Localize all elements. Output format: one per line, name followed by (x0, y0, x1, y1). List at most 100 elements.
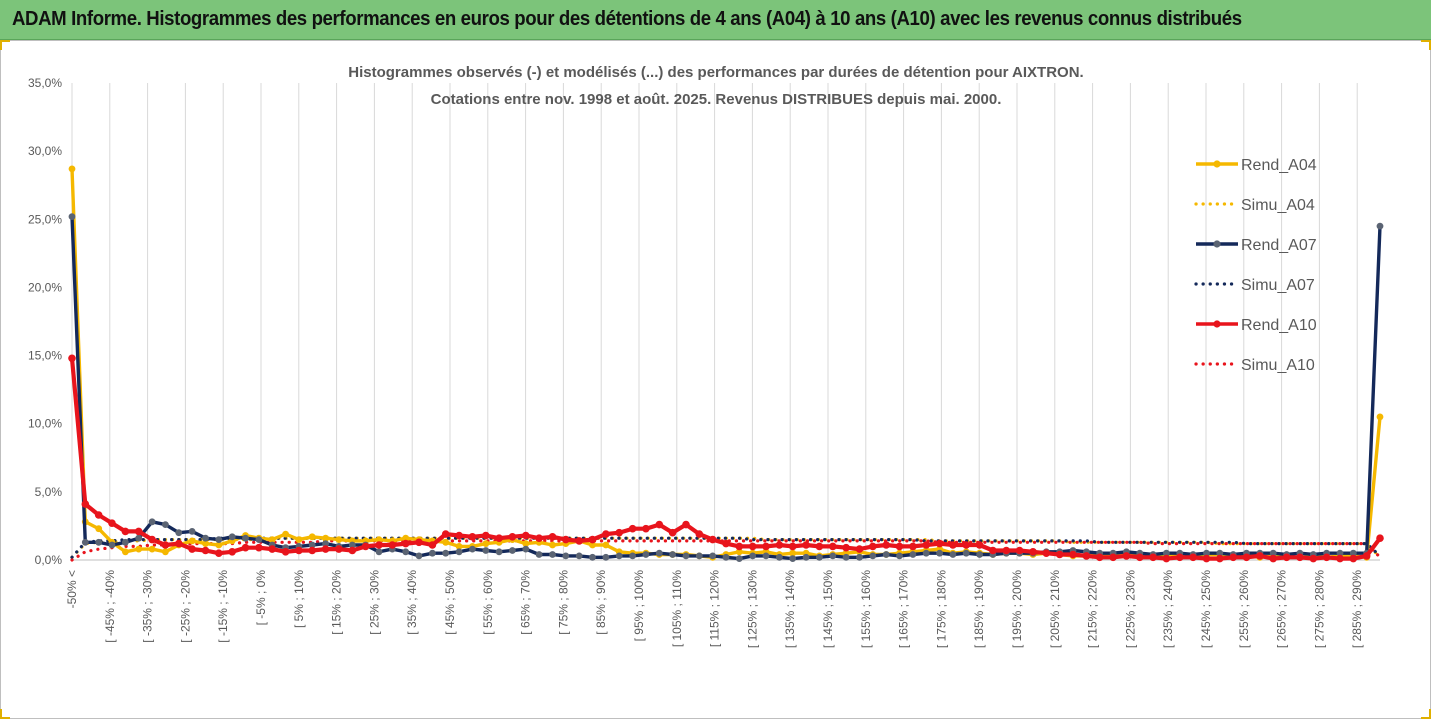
x-tick-label: -50% < (65, 570, 79, 608)
y-tick-label: 5,0% (35, 485, 63, 499)
legend-label: Simu_A04 (1241, 197, 1315, 214)
x-tick-label: [ 265% ; 270% (1275, 570, 1289, 648)
data-point (682, 520, 690, 529)
data-point (1203, 549, 1210, 557)
data-point (415, 552, 423, 560)
corner-mark (0, 709, 10, 719)
data-point (1362, 552, 1371, 560)
data-point (495, 548, 503, 556)
data-point (509, 547, 516, 554)
data-point (375, 541, 383, 549)
data-point (735, 555, 743, 562)
data-point (135, 534, 143, 542)
x-tick-label: [ 135% ; 140% (783, 570, 797, 648)
data-point (1095, 553, 1104, 562)
data-point (1002, 546, 1011, 555)
data-point (522, 531, 530, 540)
data-point (829, 542, 837, 551)
data-point (575, 537, 583, 545)
x-tick-label: [ 275% ; 280% (1312, 570, 1326, 648)
x-tick-label: [ 35% ; 40% (405, 570, 419, 635)
data-point (348, 546, 357, 555)
data-point (428, 541, 437, 549)
x-tick-label: [ -25% ; -20% (178, 570, 192, 643)
series-line (69, 358, 1382, 561)
data-point (134, 527, 143, 536)
data-point (228, 548, 236, 556)
data-point (162, 548, 169, 556)
data-point (268, 545, 277, 553)
data-point (281, 548, 290, 556)
data-point (1029, 548, 1037, 556)
series-line (70, 168, 1382, 559)
legend-item: Simu_A10 (1194, 357, 1315, 374)
data-point (335, 545, 343, 553)
data-point (1149, 553, 1157, 562)
legend-item: Rend_A10 (1196, 317, 1317, 334)
data-point (842, 543, 850, 552)
report-title: ADAM Informe. Histogrammes des performan… (12, 8, 1242, 30)
x-tick-label: [ 195% ; 200% (1010, 570, 1024, 648)
data-point (1042, 549, 1051, 557)
data-point (1162, 554, 1171, 563)
data-point (655, 549, 663, 557)
x-tick-label: [ -35% ; -30% (141, 570, 155, 643)
data-point (215, 549, 223, 557)
data-point (788, 542, 797, 551)
data-point (1202, 554, 1211, 563)
data-point (896, 552, 903, 560)
data-point (1376, 534, 1384, 542)
data-point (589, 541, 596, 549)
data-point (695, 552, 703, 560)
data-point (856, 553, 863, 561)
data-point (388, 541, 397, 549)
y-tick-label: 35,0% (28, 76, 62, 90)
data-point (94, 511, 103, 519)
data-point (775, 541, 784, 549)
data-point (588, 535, 597, 544)
chart-subtitle: Cotations entre nov. 1998 et août. 2025.… (431, 91, 1002, 108)
data-point (562, 552, 570, 560)
data-point (295, 536, 303, 543)
data-point (949, 541, 957, 549)
legend-label: Simu_A10 (1241, 357, 1315, 374)
y-tick-label: 25,0% (28, 212, 62, 226)
x-tick-label: [ 55% ; 60% (481, 570, 495, 635)
data-point (1256, 552, 1264, 560)
data-point (909, 542, 917, 551)
data-point (762, 552, 770, 560)
x-tick-label: [ 145% ; 150% (821, 570, 835, 648)
data-point (1015, 546, 1024, 555)
data-point (441, 530, 450, 538)
data-point (162, 521, 169, 528)
x-tick-label: [ 45% ; 50% (443, 570, 457, 635)
data-point (535, 551, 543, 558)
x-tick-label: [ 165% ; 170% (897, 570, 911, 648)
x-tick-label: [ 65% ; 70% (519, 570, 533, 635)
data-point (1216, 549, 1224, 557)
data-point (468, 533, 477, 541)
data-point (922, 549, 930, 557)
legend-marker (1213, 320, 1221, 328)
series-rend-a04 (68, 165, 1384, 561)
data-point (429, 549, 436, 557)
data-point (762, 542, 770, 551)
legend-label: Rend_A07 (1241, 237, 1317, 254)
data-point (589, 553, 596, 561)
data-point (629, 552, 636, 560)
data-point (268, 536, 276, 543)
data-point (615, 552, 623, 560)
data-point (215, 536, 223, 543)
y-tick-label: 30,0% (28, 144, 62, 158)
data-point (815, 542, 824, 551)
data-point (375, 536, 383, 543)
data-point (402, 534, 410, 542)
data-point (1336, 554, 1344, 563)
data-point (748, 542, 757, 551)
series-line (70, 536, 1382, 559)
x-tick-label: [ -45% ; -40% (103, 570, 117, 643)
series-rend-a07 (68, 213, 1384, 562)
data-point (282, 530, 289, 538)
data-point (829, 552, 837, 560)
data-point (188, 545, 196, 553)
